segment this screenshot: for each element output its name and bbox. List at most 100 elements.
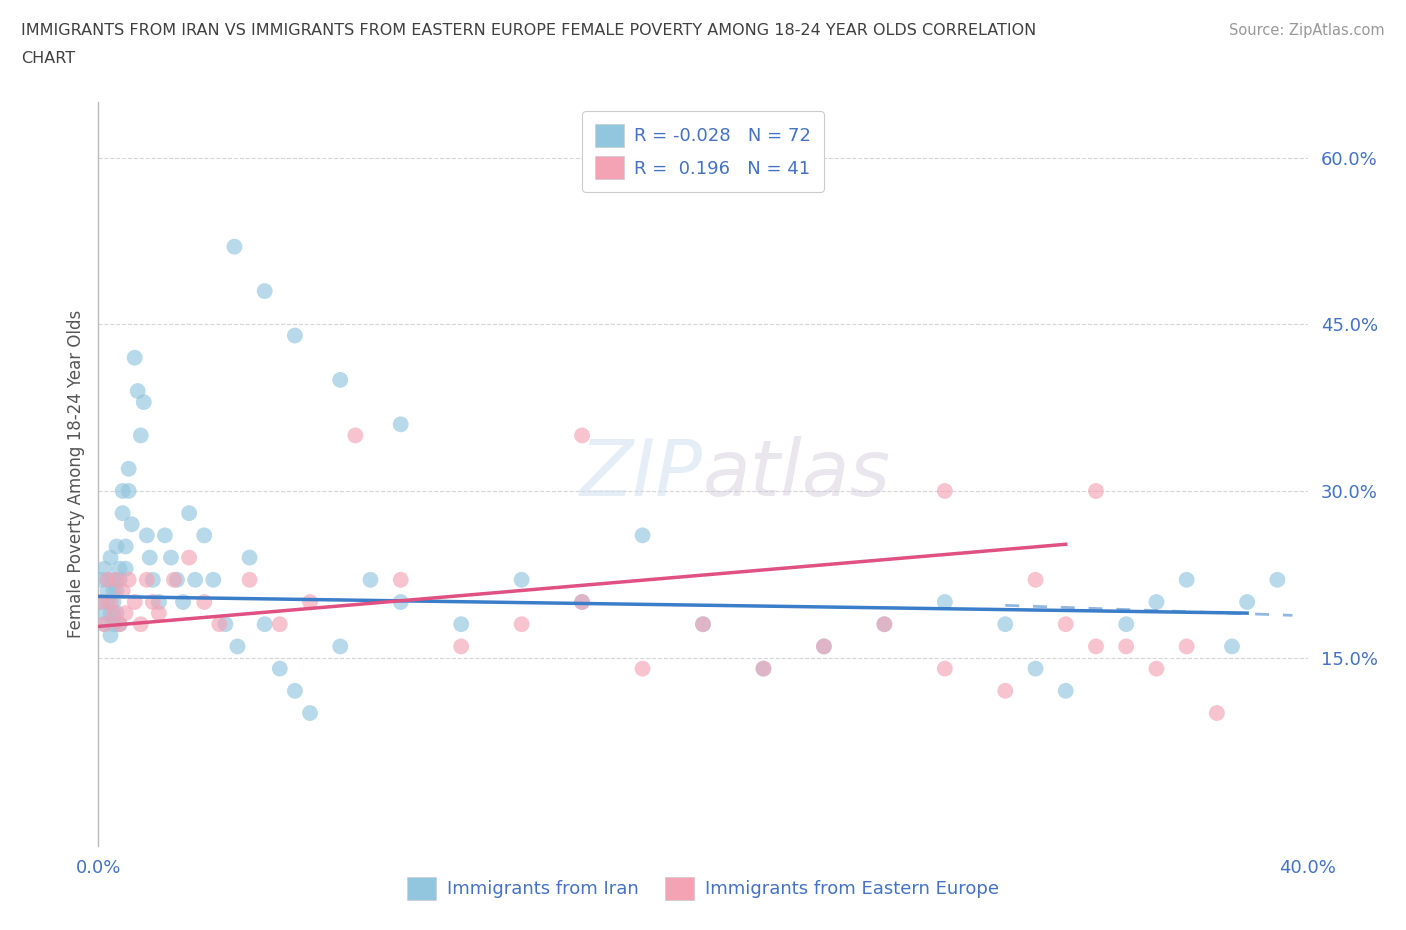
Point: [103, 572, 125, 587]
Point: [994, 617, 1017, 631]
Point: [118, 461, 141, 476]
Point: [1085, 639, 1108, 654]
Point: [239, 551, 262, 565]
Point: [1175, 572, 1198, 587]
Point: [90, 594, 112, 609]
Point: [103, 594, 125, 609]
Point: [100, 551, 122, 565]
Point: [179, 551, 201, 565]
Text: IMMIGRANTS FROM IRAN VS IMMIGRANTS FROM EASTERN EUROPE FEMALE POVERTY AMONG 18-2: IMMIGRANTS FROM IRAN VS IMMIGRANTS FROM …: [21, 23, 1036, 38]
Point: [103, 617, 125, 631]
Point: [510, 572, 533, 587]
Point: [1024, 572, 1046, 587]
Point: [103, 605, 125, 620]
Point: [344, 428, 367, 443]
Point: [873, 617, 896, 631]
Point: [108, 572, 131, 587]
Point: [90, 594, 112, 609]
Point: [1220, 639, 1243, 654]
Point: [142, 594, 165, 609]
Point: [93, 605, 115, 620]
Point: [114, 561, 136, 576]
Point: [253, 617, 276, 631]
Point: [1054, 684, 1077, 698]
Point: [450, 617, 472, 631]
Point: [127, 383, 149, 398]
Point: [111, 484, 134, 498]
Y-axis label: Female Poverty Among 18-24 Year Olds: Female Poverty Among 18-24 Year Olds: [66, 311, 84, 638]
Point: [934, 484, 956, 498]
Point: [1054, 617, 1077, 631]
Point: [1236, 594, 1258, 609]
Point: [148, 594, 170, 609]
Point: [193, 594, 215, 609]
Point: [142, 572, 165, 587]
Point: [571, 428, 593, 443]
Point: [132, 394, 155, 409]
Point: [1085, 484, 1108, 498]
Point: [994, 684, 1017, 698]
Point: [571, 594, 593, 609]
Point: [114, 605, 136, 620]
Point: [752, 661, 775, 676]
Point: [253, 284, 276, 299]
Point: [269, 661, 291, 676]
Point: [934, 661, 956, 676]
Point: [105, 605, 128, 620]
Point: [184, 572, 207, 587]
Point: [114, 539, 136, 554]
Point: [329, 639, 352, 654]
Point: [1115, 617, 1137, 631]
Point: [208, 617, 231, 631]
Point: [96, 594, 118, 609]
Point: [631, 661, 654, 676]
Point: [1024, 661, 1046, 676]
Point: [1206, 706, 1229, 721]
Point: [299, 594, 322, 609]
Point: [329, 373, 352, 388]
Text: ZIP: ZIP: [581, 436, 703, 512]
Point: [239, 572, 262, 587]
Point: [108, 617, 131, 631]
Point: [193, 528, 215, 543]
Point: [813, 639, 835, 654]
Point: [1115, 639, 1137, 654]
Point: [1267, 572, 1289, 587]
Point: [129, 617, 152, 631]
Point: [90, 572, 112, 587]
Point: [752, 661, 775, 676]
Point: [108, 561, 131, 576]
Point: [202, 572, 225, 587]
Point: [96, 572, 118, 587]
Point: [571, 594, 593, 609]
Point: [96, 572, 118, 587]
Point: [450, 639, 472, 654]
Text: Source: ZipAtlas.com: Source: ZipAtlas.com: [1229, 23, 1385, 38]
Point: [1175, 639, 1198, 654]
Point: [360, 572, 382, 587]
Point: [389, 594, 412, 609]
Point: [103, 583, 125, 598]
Point: [139, 551, 162, 565]
Point: [214, 617, 236, 631]
Point: [135, 528, 157, 543]
Point: [124, 351, 146, 365]
Point: [111, 506, 134, 521]
Point: [299, 706, 322, 721]
Point: [100, 628, 122, 643]
Point: [226, 639, 249, 654]
Point: [284, 684, 307, 698]
Point: [148, 605, 170, 620]
Legend: R = -0.028   N = 72, R =  0.196   N = 41: R = -0.028 N = 72, R = 0.196 N = 41: [582, 112, 824, 192]
Point: [284, 328, 307, 343]
Point: [135, 572, 157, 587]
Point: [389, 572, 412, 587]
Point: [100, 594, 122, 609]
Point: [1144, 594, 1167, 609]
Point: [510, 617, 533, 631]
Point: [93, 561, 115, 576]
Point: [163, 572, 186, 587]
Point: [692, 617, 714, 631]
Point: [93, 617, 115, 631]
Point: [179, 506, 201, 521]
